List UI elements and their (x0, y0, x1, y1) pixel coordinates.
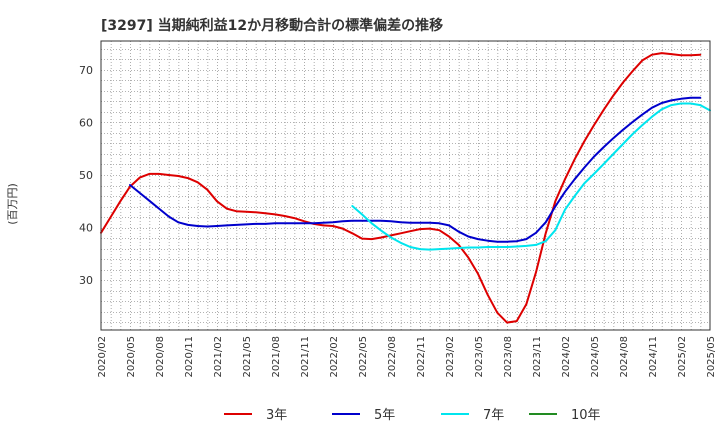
plot-area (101, 41, 710, 330)
x-tick-label: 2020/02 (97, 336, 108, 378)
y-tick-label: 70 (79, 64, 93, 77)
y-tick-layer: 30 40 50 60 70 (79, 64, 93, 287)
x-tick-label: 2022/11 (416, 336, 427, 378)
x-tick-layer: 2020/02 2020/05 2020/08 2020/11 2021/02 2021/… (97, 336, 717, 378)
x-tick-label: 2021/08 (271, 336, 282, 378)
chart-title: [3297] 当期純利益12か月移動合計の標準偏差の推移 (101, 17, 443, 34)
y-tick-label: 60 (79, 116, 93, 129)
x-tick-label: 2020/08 (155, 336, 166, 378)
y-tick-label: 40 (79, 222, 93, 235)
x-tick-label: 2022/08 (387, 336, 398, 378)
y-axis-label: (百万円) (6, 183, 19, 225)
x-tick-label: 2023/08 (503, 336, 514, 378)
y-tick-label: 50 (79, 169, 93, 182)
series-line-3年 (100, 52, 702, 324)
x-tick-label: 2023/05 (474, 336, 485, 378)
x-tick-label: 2022/05 (358, 336, 369, 378)
x-tick-label: 2024/05 (590, 336, 601, 378)
legend: 3年 5年 7年 10年 (224, 408, 601, 423)
x-tick-label: 2021/05 (242, 336, 253, 378)
plot-frame (100, 40, 711, 331)
legend-label-10年: 10年 (571, 408, 601, 423)
grid-layer (101, 41, 710, 330)
x-tick-label: 2021/11 (300, 336, 311, 378)
legend-label-5年: 5年 (374, 408, 395, 423)
y-tick-label: 30 (79, 274, 93, 287)
x-tick-label: 2020/05 (126, 336, 137, 378)
legend-label-3年: 3年 (266, 408, 287, 423)
x-tick-label: 2023/02 (445, 336, 456, 378)
series-layer (100, 52, 711, 324)
x-tick-label: 2021/02 (213, 336, 224, 378)
series-line-7年 (351, 102, 711, 251)
x-tick-label: 2024/11 (648, 336, 659, 378)
x-tick-label: 2025/05 (706, 336, 717, 378)
x-tick-label: 2022/02 (329, 336, 340, 378)
legend-label-7年: 7年 (483, 408, 504, 423)
x-tick-label: 2023/11 (532, 336, 543, 378)
x-tick-label: 2020/11 (184, 336, 195, 378)
x-tick-label: 2025/02 (677, 336, 688, 378)
x-tick-label: 2024/02 (561, 336, 572, 378)
series-line-5年 (129, 96, 702, 243)
x-tick-label: 2024/08 (619, 336, 630, 378)
